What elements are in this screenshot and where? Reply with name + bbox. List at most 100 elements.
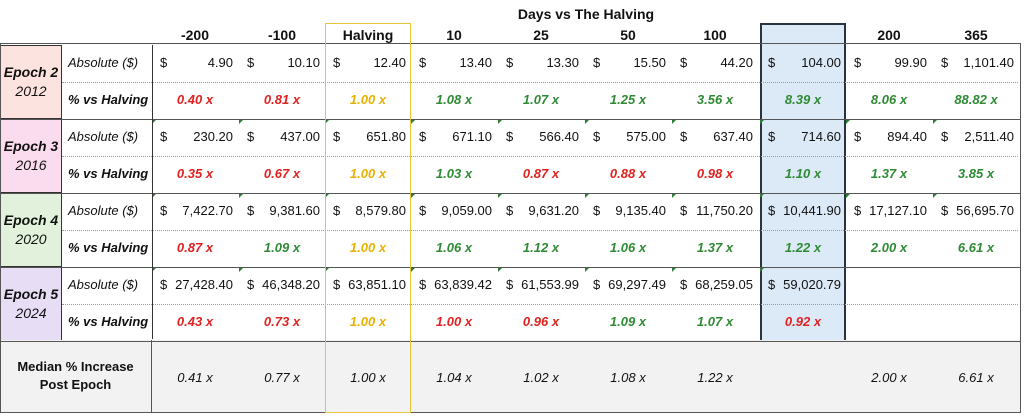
row-divider	[62, 82, 1018, 83]
pct-value: 6.61 x	[957, 240, 995, 255]
currency-symbol: $	[419, 203, 427, 218]
absolute-cell: $69,297.49	[585, 267, 671, 304]
pct-cell: 1.00 x	[325, 82, 411, 119]
currency-symbol: $	[680, 55, 688, 70]
absolute-cell: $59,020.79	[760, 267, 846, 304]
absolute-value: 27,428.40	[175, 277, 233, 292]
pct-cell: 1.00 x	[325, 156, 411, 193]
pct-cell	[846, 304, 932, 341]
median-value: 1.04 x	[436, 370, 472, 385]
pct-value: 1.10 x	[784, 166, 822, 181]
row-label-absolute: Absolute ($)	[68, 55, 139, 70]
absolute-cell: $10,441.90	[760, 193, 846, 230]
absolute-value: 13.40	[459, 55, 492, 70]
pct-value: 0.40 x	[176, 92, 214, 107]
median-cell: 1.22 x	[672, 340, 758, 412]
cell-comment-marker	[933, 119, 938, 124]
absolute-value: 437.00	[280, 129, 320, 144]
pct-cell: 0.40 x	[152, 82, 238, 119]
absolute-cell	[933, 267, 1019, 304]
column-header-3: 10	[446, 27, 462, 43]
currency-symbol: $	[419, 129, 427, 144]
pct-value: 1.08 x	[435, 92, 473, 107]
pct-cell: 1.10 x	[760, 156, 846, 193]
row-divider	[62, 230, 1018, 231]
absolute-value: 46,348.20	[262, 277, 320, 292]
absolute-value: 69,297.49	[608, 277, 666, 292]
absolute-value: 59,020.79	[783, 277, 841, 292]
absolute-cell: $13.30	[498, 45, 584, 82]
pct-cell: 3.56 x	[672, 82, 758, 119]
pct-value: 1.06 x	[435, 240, 473, 255]
epoch-name: Epoch 5	[3, 286, 59, 302]
pct-cell: 0.81 x	[239, 82, 325, 119]
absolute-cell: $894.40	[846, 119, 932, 156]
pct-value: 0.87 x	[522, 166, 560, 181]
currency-symbol: $	[854, 55, 862, 70]
pct-value: 1.06 x	[609, 240, 647, 255]
pct-cell: 0.96 x	[498, 304, 584, 341]
pct-cell: 1.09 x	[585, 304, 671, 341]
cell-comment-marker	[760, 119, 765, 124]
pct-cell: 1.08 x	[411, 82, 497, 119]
median-cell: 0.77 x	[239, 340, 325, 412]
row-label-pct: % vs Halving	[68, 92, 149, 107]
median-cell	[760, 340, 846, 412]
absolute-value: 13.30	[546, 55, 579, 70]
absolute-cell: $9,135.40	[585, 193, 671, 230]
pct-cell: 0.35 x	[152, 156, 238, 193]
cell-comment-marker	[152, 193, 157, 198]
absolute-cell: $8,579.80	[325, 193, 411, 230]
pct-cell: 1.25 x	[585, 82, 671, 119]
cell-comment-marker	[498, 193, 503, 198]
row-label-pct: % vs Halving	[68, 240, 149, 255]
pct-cell: 2.00 x	[846, 230, 932, 267]
epoch-year: 2016	[15, 157, 47, 173]
pct-value: 1.37 x	[870, 166, 908, 181]
pct-cell: 1.03 x	[411, 156, 497, 193]
cell-comment-marker	[672, 193, 677, 198]
epoch-divider	[0, 267, 1020, 268]
absolute-value: 9,381.60	[269, 203, 320, 218]
absolute-cell: $575.00	[585, 119, 671, 156]
currency-symbol: $	[680, 277, 688, 292]
column-header-0: -200	[180, 27, 210, 43]
epoch-year: 2012	[15, 83, 47, 99]
epoch-name: Epoch 2	[3, 64, 59, 80]
absolute-cell: $61,553.99	[498, 267, 584, 304]
cell-comment-marker	[411, 267, 416, 272]
median-value: 2.00 x	[871, 370, 907, 385]
column-header-2: Halving	[342, 27, 394, 43]
absolute-value: 99.90	[894, 55, 927, 70]
cell-comment-marker	[672, 267, 677, 272]
pct-cell: 1.37 x	[672, 230, 758, 267]
absolute-cell: $104.00	[760, 45, 846, 82]
cell-comment-marker	[325, 267, 330, 272]
pct-value: 0.81 x	[263, 92, 301, 107]
cell-comment-marker	[239, 267, 244, 272]
pct-cell: 88.82 x	[933, 82, 1019, 119]
epoch-name: Epoch 3	[3, 138, 59, 154]
pct-value: 0.67 x	[263, 166, 301, 181]
absolute-value: 63,851.10	[348, 277, 406, 292]
epoch-label-5: Epoch 5 2024	[0, 267, 62, 341]
pct-cell: 0.88 x	[585, 156, 671, 193]
absolute-cell: $63,839.42	[411, 267, 497, 304]
pct-value: 0.35 x	[176, 166, 214, 181]
currency-symbol: $	[419, 277, 427, 292]
currency-symbol: $	[333, 277, 341, 292]
absolute-value: 2,511.40	[964, 129, 1014, 144]
cell-comment-marker	[585, 119, 590, 124]
cell-comment-marker	[498, 119, 503, 124]
absolute-value: 9,059.00	[441, 203, 492, 218]
currency-symbol: $	[247, 203, 255, 218]
absolute-cell: $566.40	[498, 119, 584, 156]
median-label-line2: Post Epoch	[39, 377, 112, 392]
column-header-4: 25	[533, 27, 549, 43]
absolute-cell	[846, 267, 932, 304]
pct-cell: 0.73 x	[239, 304, 325, 341]
absolute-cell: $1,101.40	[933, 45, 1019, 82]
absolute-cell: $671.10	[411, 119, 497, 156]
absolute-value: 9,135.40	[615, 203, 666, 218]
currency-symbol: $	[768, 203, 776, 218]
